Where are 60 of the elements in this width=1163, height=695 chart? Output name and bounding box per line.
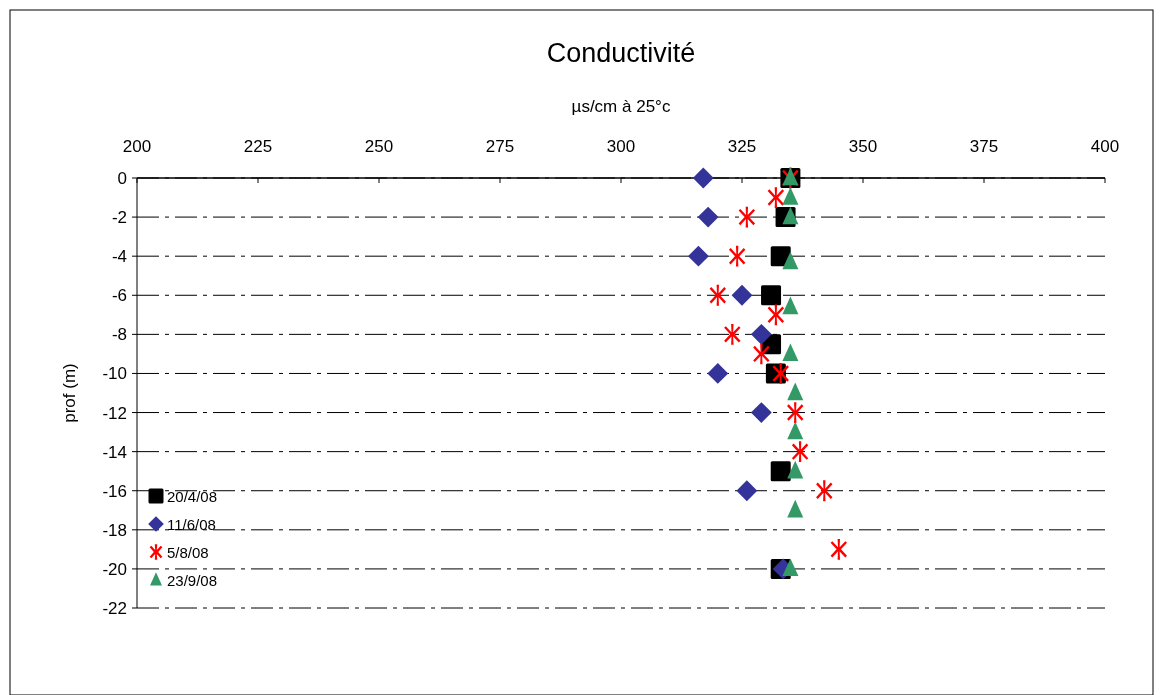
x-tick-label: 275 — [485, 137, 515, 156]
legend-label: 20/4/08 — [167, 488, 218, 505]
point — [787, 499, 804, 518]
point — [750, 402, 772, 423]
legend-label: 23/9/08 — [167, 572, 218, 589]
x-tick-label: 225 — [243, 137, 273, 156]
chart-title: Conductivité — [546, 38, 696, 68]
point — [724, 323, 741, 345]
point — [782, 343, 799, 362]
point — [782, 206, 799, 225]
y-tick-label: -18 — [102, 520, 127, 540]
x-tick-label: 300 — [606, 137, 636, 156]
point — [787, 460, 804, 479]
point — [738, 206, 756, 228]
point — [707, 363, 729, 384]
y-tick-label: 0 — [117, 169, 127, 188]
y-tick-label: -8 — [111, 325, 127, 345]
point — [709, 284, 726, 306]
y-tick-label: -16 — [102, 481, 127, 501]
point — [736, 480, 758, 502]
legend-label: 11/6/08 — [167, 516, 216, 533]
point — [750, 323, 772, 345]
legend-label: 5/8/08 — [167, 544, 209, 561]
y-tick-label: -6 — [111, 286, 127, 306]
point — [782, 187, 799, 205]
y-tick-label: -22 — [102, 599, 127, 618]
point — [697, 206, 719, 228]
point — [782, 558, 799, 577]
point — [688, 245, 709, 267]
point — [816, 480, 833, 502]
point — [787, 382, 804, 401]
x-axis-title: µs/cm à 25°c — [571, 97, 671, 116]
y-tick-label: -2 — [111, 208, 127, 228]
point — [791, 441, 809, 463]
point — [782, 296, 799, 315]
point — [787, 421, 804, 440]
x-tick-label: 350 — [848, 137, 878, 156]
point — [782, 251, 799, 270]
y-tick-label: -12 — [102, 403, 127, 423]
point — [731, 284, 753, 306]
point — [767, 304, 785, 326]
point — [753, 343, 770, 365]
point — [767, 187, 785, 208]
x-tick-label: 400 — [1090, 137, 1120, 156]
y-tick-label: -20 — [102, 559, 127, 579]
point — [692, 167, 714, 189]
point — [728, 245, 746, 267]
point — [761, 285, 782, 306]
x-tick-label: 200 — [122, 137, 152, 156]
point — [770, 461, 791, 482]
y-tick-label: -14 — [102, 442, 127, 462]
point — [830, 538, 847, 560]
point — [787, 402, 804, 423]
y-axis-title: prof (m) — [60, 363, 79, 423]
x-tick-label: 325 — [727, 137, 757, 156]
y-tick-label: -10 — [102, 364, 127, 384]
point — [772, 363, 789, 384]
x-tick-label: 375 — [969, 137, 999, 156]
y-tick-label: -4 — [111, 247, 127, 267]
x-tick-label: 250 — [364, 137, 394, 156]
